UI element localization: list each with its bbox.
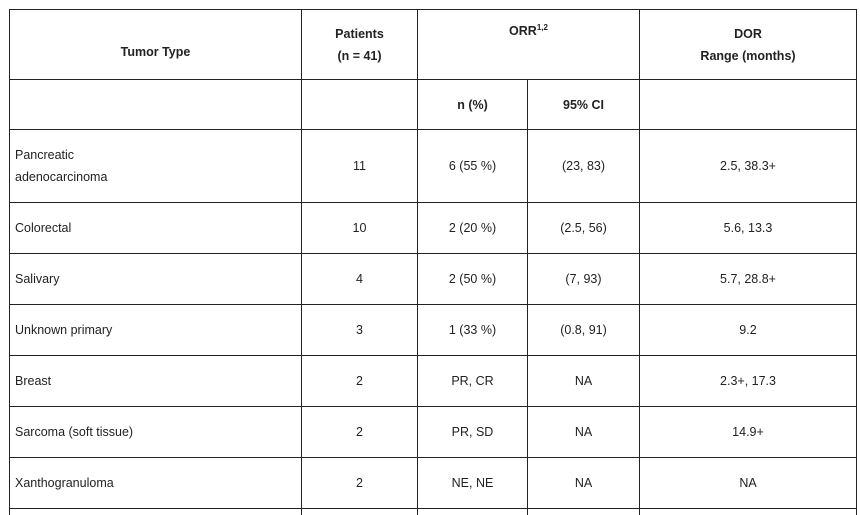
cell-patients: 2 (301, 457, 418, 509)
cell-ci: NA (527, 457, 640, 509)
cell-patients: 11 (301, 129, 418, 203)
cell-n-pct: 2 (20 %) (417, 202, 528, 254)
cell-cut (639, 508, 857, 515)
cell-patients: 4 (301, 253, 418, 305)
cell-n-pct: NE, NE (417, 457, 528, 509)
cell-tumor-type-line1: Pancreatic (15, 148, 75, 162)
cell-n-pct: 6 (55 %) (417, 129, 528, 203)
header-tumor-type-label: Tumor Type (120, 44, 191, 59)
table-row: Salivary 4 2 (50 %) (7, 93) 5.7, 28.8+ (9, 253, 857, 305)
subheader-row: n (%) 95% CI (9, 79, 857, 130)
cell-patients: 2 (301, 406, 418, 458)
header-orr-label: ORR (509, 24, 537, 38)
cell-tumor-type: Sarcoma (soft tissue) (9, 406, 302, 458)
cell-n-pct: 2 (50 %) (417, 253, 528, 305)
table-row-truncated (9, 508, 857, 515)
cell-cut (301, 508, 418, 515)
cell-ci: (7, 93) (527, 253, 640, 305)
cell-dor: 5.7, 28.8+ (639, 253, 857, 305)
header-dor-line2: Range (months) (700, 48, 796, 63)
header-orr: ORR1,2 (417, 9, 640, 80)
cell-cut (527, 508, 640, 515)
cell-ci: (0.8, 91) (527, 304, 640, 356)
cell-dor: 14.9+ (639, 406, 857, 458)
cell-dor: 5.6, 13.3 (639, 202, 857, 254)
subheader-ci: 95% CI (527, 79, 640, 130)
cell-ci: (2.5, 56) (527, 202, 640, 254)
subheader-n-pct: n (%) (417, 79, 528, 130)
cell-tumor-type: Salivary (9, 253, 302, 305)
subheader-empty-2 (301, 79, 418, 130)
cell-dor: 2.5, 38.3+ (639, 129, 857, 203)
cell-n-pct: PR, CR (417, 355, 528, 407)
subheader-empty-3 (639, 79, 857, 130)
cell-tumor-type: Pancreatic adenocarcinoma (9, 129, 302, 203)
header-tumor-type: Tumor Type (9, 9, 302, 80)
table-row: Pancreatic adenocarcinoma 11 6 (55 %) (2… (9, 129, 857, 203)
cell-patients: 10 (301, 202, 418, 254)
cell-tumor-type: Unknown primary (9, 304, 302, 356)
header-dor: DOR Range (months) (639, 9, 857, 80)
subheader-empty-1 (9, 79, 302, 130)
tumor-response-table: Tumor Type Patients (n = 41) ORR1,2 DOR … (9, 9, 857, 515)
cell-ci: (23, 83) (527, 129, 640, 203)
cell-patients: 2 (301, 355, 418, 407)
header-patients: Patients (n = 41) (301, 9, 418, 80)
table-row: Colorectal 10 2 (20 %) (2.5, 56) 5.6, 13… (9, 202, 857, 254)
cell-cut (417, 508, 528, 515)
cell-ci: NA (527, 406, 640, 458)
cell-tumor-type: Breast (9, 355, 302, 407)
cell-n-pct: PR, SD (417, 406, 528, 458)
cell-n-pct: 1 (33 %) (417, 304, 528, 356)
header-patients-line1: Patients (335, 26, 384, 41)
table-row: Breast 2 PR, CR NA 2.3+, 17.3 (9, 355, 857, 407)
header-patients-line2: (n = 41) (337, 48, 382, 63)
table-row: Sarcoma (soft tissue) 2 PR, SD NA 14.9+ (9, 406, 857, 458)
cell-dor: NA (639, 457, 857, 509)
cell-dor: 9.2 (639, 304, 857, 356)
header-row: Tumor Type Patients (n = 41) ORR1,2 DOR … (9, 9, 857, 80)
table-row: Xanthogranuloma 2 NE, NE NA NA (9, 457, 857, 509)
cell-dor: 2.3+, 17.3 (639, 355, 857, 407)
cell-patients: 3 (301, 304, 418, 356)
header-orr-superscript: 1,2 (536, 23, 548, 32)
cell-ci: NA (527, 355, 640, 407)
table-row: Unknown primary 3 1 (33 %) (0.8, 91) 9.2 (9, 304, 857, 356)
cell-tumor-type-line2: adenocarcinoma (15, 170, 108, 184)
cell-tumor-type: Xanthogranuloma (9, 457, 302, 509)
header-dor-line1: DOR (734, 26, 762, 41)
cell-tumor-type: Colorectal (9, 202, 302, 254)
cell-cut (9, 508, 302, 515)
